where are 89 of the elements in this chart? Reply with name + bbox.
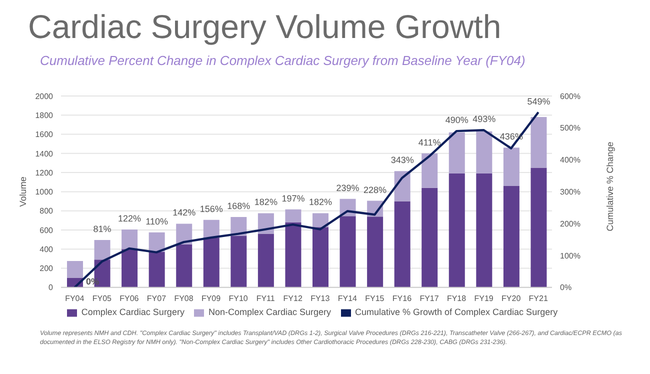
bar [148,232,165,252]
data-label: 110% [146,216,168,226]
data-label: 122% [118,213,142,224]
data-label: 81% [93,224,112,234]
x-tick-label: FY21 [528,294,548,304]
bar [503,186,520,288]
y-tick-label: 1000 [35,188,54,197]
data-label: 156% [200,204,223,214]
y2-tick-label: 200% [560,219,580,228]
x-tick-label: FY12 [283,294,303,304]
bar [285,222,302,288]
bar [530,117,547,168]
x-tick-label: FY15 [365,294,385,304]
x-tick-label: FY17 [420,294,440,304]
data-label: 239% [336,182,360,193]
bar [422,153,438,188]
data-label: 168% [227,201,250,212]
y2-tick-label: 600% [560,92,580,101]
x-tick-label: FY08 [174,294,194,304]
x-tick-label: FY11 [256,294,276,304]
x-tick-label: FY19 [474,294,494,304]
bar [148,252,165,288]
x-tick-label: FY06 [120,294,140,304]
bar [340,216,356,288]
y-tick-label: 600 [40,226,54,235]
y-tick-label: 1400 [35,149,54,158]
bar [422,188,438,288]
bar [122,249,138,288]
bar [503,148,520,186]
bar [394,201,410,288]
bar [230,236,247,288]
x-tick-label: FY04 [65,294,85,304]
x-tick-label: FY13 [310,294,330,304]
data-label: 142% [172,208,196,218]
x-tick-label: FY16 [392,294,412,304]
data-label: 228% [364,184,387,195]
legend-label: Non-Complex Cardiac Surgery [208,307,331,318]
bar [258,234,274,288]
bar [448,174,465,288]
bar [312,227,328,288]
x-tick-label: FY09 [201,294,222,304]
data-label: 411% [418,137,441,148]
x-tick-label: FY20 [502,294,522,304]
y-tick-label: 800 [40,206,54,216]
y2-tick-label: 400% [560,156,580,165]
bar [448,132,465,174]
y2-tick-label: 100% [560,251,580,260]
data-label: 182% [308,197,332,208]
bar [203,238,220,288]
y-tick-label: 400 [40,244,54,254]
y-tick-label: 1200 [35,168,54,178]
y2-tick-label: 0% [560,283,572,292]
bar [203,220,220,238]
data-label: 182% [254,197,278,208]
bar [122,229,138,250]
bar [285,209,302,222]
x-tick-label: FY14 [338,294,358,304]
data-label: 493% [472,114,496,124]
data-label: 343% [390,155,414,166]
data-label: 549% [527,96,550,106]
x-tick-label: FY07 [146,294,167,304]
data-label: 197% [282,193,305,204]
y-tick-label: 1800 [35,110,54,120]
bar [94,240,110,260]
legend-label: Complex Cardiac Surgery [81,307,184,318]
chart-title: Cardiac Surgery Volume Growth [28,8,502,46]
bar [476,131,492,174]
y2-axis-title: Cumulative % Change [605,142,616,232]
y-tick-label: 2000 [35,92,54,101]
line-series [74,111,540,288]
data-label: 490% [445,115,468,126]
bar [176,244,192,288]
y-tick-label: 1600 [35,130,54,140]
y2-tick-label: 500% [560,124,580,133]
y-tick-label: 200 [40,264,54,274]
x-tick-label: FY05 [92,294,112,304]
x-tick-label: FY18 [446,294,467,304]
bar [530,168,547,288]
x-tick-label: FY10 [228,294,248,304]
bar [176,224,192,244]
legend-label: Cumulative % Growth of Complex Cardiac Surgery [355,307,558,318]
bar [367,216,384,288]
y-tick-label: 0 [48,283,54,292]
bar [476,174,492,288]
bar [312,213,328,228]
y2-tick-label: 300% [560,188,580,197]
y-axis-title: Volume [18,176,28,207]
bar [67,261,83,278]
chart-subtitle: Cumulative Percent Change in Complex Cardiac Surgery from Baseline Year (FY04) [40,53,526,68]
